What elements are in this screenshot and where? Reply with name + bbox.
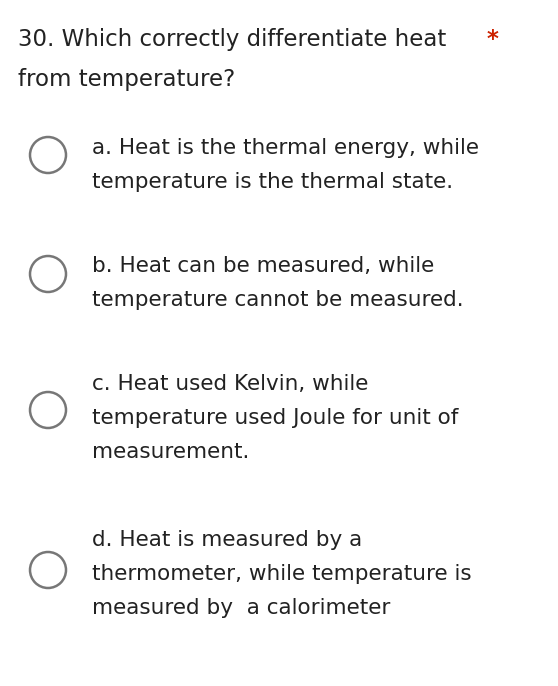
- Text: 30. Which correctly differentiate heat *: 30. Which correctly differentiate heat *: [18, 28, 465, 51]
- Text: 30. Which correctly differentiate heat: 30. Which correctly differentiate heat: [18, 28, 446, 51]
- Text: d. Heat is measured by a: d. Heat is measured by a: [92, 530, 362, 550]
- Text: from temperature?: from temperature?: [18, 68, 235, 91]
- Text: measured by  a calorimeter: measured by a calorimeter: [92, 598, 391, 618]
- Text: thermometer, while temperature is: thermometer, while temperature is: [92, 564, 472, 584]
- Text: a. Heat is the thermal energy, while: a. Heat is the thermal energy, while: [92, 138, 479, 158]
- Text: c. Heat used Kelvin, while: c. Heat used Kelvin, while: [92, 374, 368, 394]
- Text: b. Heat can be measured, while: b. Heat can be measured, while: [92, 256, 434, 276]
- Text: temperature is the thermal state.: temperature is the thermal state.: [92, 172, 453, 192]
- Text: temperature cannot be measured.: temperature cannot be measured.: [92, 290, 464, 310]
- Text: measurement.: measurement.: [92, 442, 249, 462]
- Text: temperature used Joule for unit of: temperature used Joule for unit of: [92, 408, 458, 428]
- Text: *: *: [487, 28, 499, 51]
